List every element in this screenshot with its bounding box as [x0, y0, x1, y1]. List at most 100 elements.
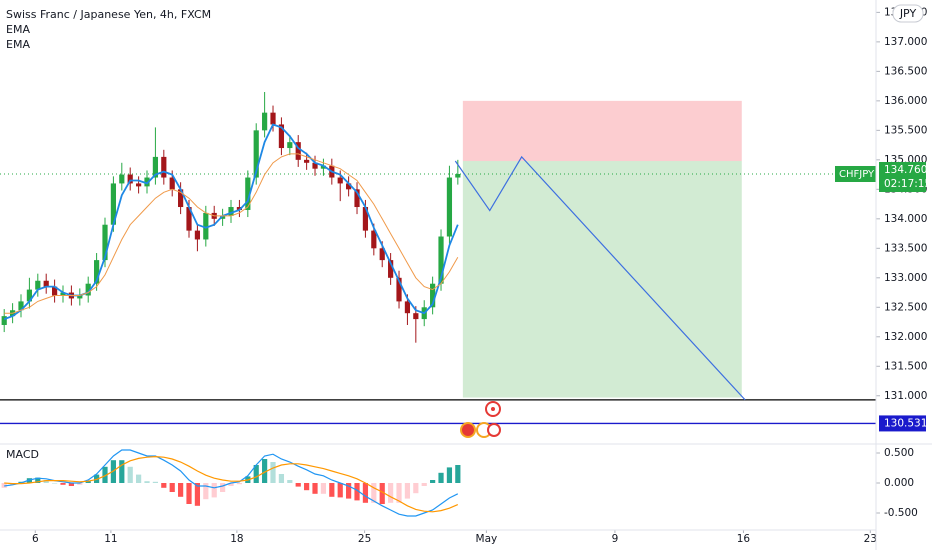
candle-body — [203, 212, 209, 240]
candle-body — [35, 280, 41, 290]
candle-body — [287, 142, 293, 149]
candle-body — [438, 236, 444, 284]
histogram-bar — [262, 459, 268, 483]
histogram-bar — [169, 483, 175, 492]
candle-body — [446, 177, 453, 237]
candle-body — [312, 162, 318, 169]
candle-body — [136, 183, 142, 187]
candle-body — [18, 301, 24, 311]
histogram-bar — [102, 466, 108, 483]
candle-body — [245, 177, 251, 210]
y-tick-label: 136.000 — [884, 95, 927, 107]
histogram-bar — [220, 483, 226, 492]
y-tick-label: 136.500 — [884, 65, 927, 77]
candle-body — [404, 301, 411, 314]
histogram-bar — [354, 483, 360, 501]
histogram-bar — [127, 466, 133, 483]
candle-body — [52, 286, 58, 296]
target-zone — [462, 161, 742, 398]
icon[interactable] — [487, 423, 501, 437]
x-tick-label: 11 — [104, 533, 117, 545]
candle-body — [362, 207, 369, 231]
histogram-bar — [379, 483, 385, 504]
histogram-bar — [455, 465, 461, 483]
candle-body — [152, 156, 159, 178]
histogram-bar — [161, 483, 167, 488]
x-tick-label: 25 — [358, 533, 371, 545]
y-tick-label: 131.000 — [884, 390, 927, 402]
histogram-bar — [68, 483, 75, 486]
y-tick-label: 0.000 — [884, 477, 914, 489]
candle-body — [455, 173, 461, 178]
candle-body — [161, 156, 167, 178]
candle-body — [262, 112, 268, 131]
histogram-bar — [211, 483, 217, 498]
x-tick-label: 16 — [737, 533, 751, 545]
indicator-label: EMA — [6, 38, 30, 51]
histogram-bar — [186, 483, 192, 504]
x-tick-label: 6 — [32, 533, 39, 545]
price-label-box — [879, 415, 926, 432]
histogram-bar — [421, 483, 427, 486]
histogram-bar — [320, 483, 327, 494]
chart-icons[interactable] — [460, 401, 501, 438]
indicator-label: EMA — [6, 23, 30, 36]
candle-body — [194, 230, 201, 240]
countdown-label: 02:17:15 — [884, 178, 931, 190]
candle-body — [60, 292, 66, 296]
candle-body — [295, 142, 301, 160]
candle-body — [236, 207, 243, 210]
candle-body — [354, 189, 360, 208]
y-tick-label: -0.500 — [884, 507, 918, 519]
histogram-bar — [312, 483, 318, 494]
candle-body — [220, 215, 226, 219]
histogram-bar — [396, 483, 402, 503]
candle-body — [228, 207, 234, 216]
candle-body — [102, 224, 108, 261]
projection-line — [454, 155, 746, 401]
y-tick-label: 134.000 — [884, 213, 927, 225]
candle-body — [278, 124, 285, 149]
histogram-bar — [136, 474, 142, 483]
currency-badge[interactable] — [892, 4, 924, 23]
candle-body — [430, 283, 436, 308]
histogram-bar — [413, 483, 419, 494]
candle-body — [1, 316, 7, 325]
candle-body — [94, 260, 100, 284]
icon — [491, 407, 495, 411]
symbol-label: CHFJPY — [839, 169, 875, 180]
histogram-bar — [362, 483, 369, 503]
price-label-box — [879, 161, 926, 192]
chart-title: Swiss Franc / Japanese Yen, 4h, FXCM — [6, 8, 211, 21]
price-label: 130.531 — [884, 417, 927, 429]
stop-zone — [462, 100, 742, 162]
symbol-box — [835, 165, 876, 182]
x-tick-label: 23 — [864, 533, 877, 545]
histogram-bar — [346, 483, 352, 499]
y-tick-label: 132.500 — [884, 301, 927, 313]
histogram-bar — [304, 483, 310, 491]
candle-body — [127, 174, 133, 184]
candle-body — [337, 177, 343, 184]
candle-body — [186, 207, 192, 231]
candle-body — [388, 260, 394, 278]
y-tick-label: 0.500 — [884, 447, 914, 459]
histogram-bar — [371, 483, 377, 503]
histogram-bar — [203, 483, 209, 500]
histogram-bar — [337, 483, 343, 498]
y-tick-label: 135.500 — [884, 124, 927, 136]
currency-label[interactable]: JPY — [899, 7, 917, 20]
candle-body — [413, 313, 419, 320]
y-tick-label: 137.000 — [884, 36, 927, 48]
histogram-bar — [178, 483, 184, 497]
icon[interactable] — [460, 422, 476, 438]
candle-body — [270, 112, 276, 125]
histogram-bar — [119, 460, 125, 483]
histogram-bar — [295, 483, 301, 487]
candle-body — [320, 165, 327, 169]
candle-body — [396, 277, 402, 302]
candle-body — [304, 159, 310, 163]
histogram-bar — [430, 480, 436, 483]
